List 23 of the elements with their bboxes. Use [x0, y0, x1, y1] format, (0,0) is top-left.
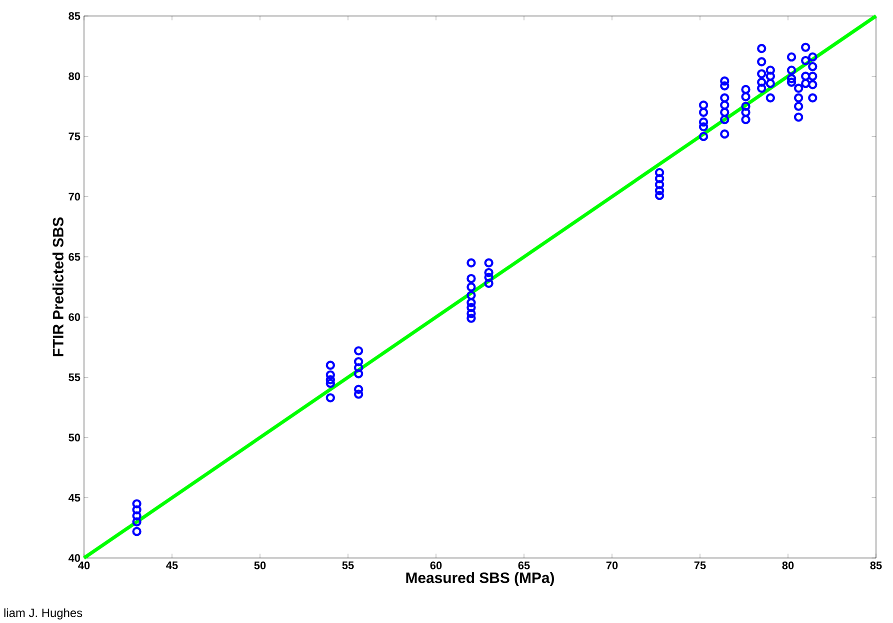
y-tick-label: 55: [68, 374, 80, 382]
y-tick-label: 80: [68, 72, 80, 80]
y-tick-label: 65: [68, 253, 80, 261]
x-axis-title: Measured SBS (MPa): [406, 572, 554, 586]
x-tick-label: 70: [606, 562, 618, 570]
x-tick-label: 40: [78, 562, 90, 570]
y-tick-label: 70: [68, 192, 80, 201]
x-tick-label: 50: [254, 562, 266, 570]
y-tick-label: 45: [68, 494, 80, 502]
x-tick-label: 80: [782, 562, 794, 570]
x-tick-label: 55: [342, 562, 354, 570]
y-axis-title: FTIR Predicted SBS: [52, 218, 64, 356]
text: liam J. Hughes: [4, 608, 82, 620]
x-tick-label: 60: [430, 562, 442, 570]
x-tick-label: 85: [870, 562, 882, 570]
y-tick-label: 75: [68, 132, 80, 140]
y-tick-label: 60: [68, 313, 80, 322]
x-tick-label: 65: [518, 562, 530, 570]
y-tick-label: 50: [68, 434, 80, 442]
x-tick-label: 75: [694, 562, 706, 570]
y-tick-label: 40: [68, 554, 80, 562]
y-tick-label: 85: [68, 12, 80, 20]
x-tick-label: 45: [166, 562, 178, 570]
